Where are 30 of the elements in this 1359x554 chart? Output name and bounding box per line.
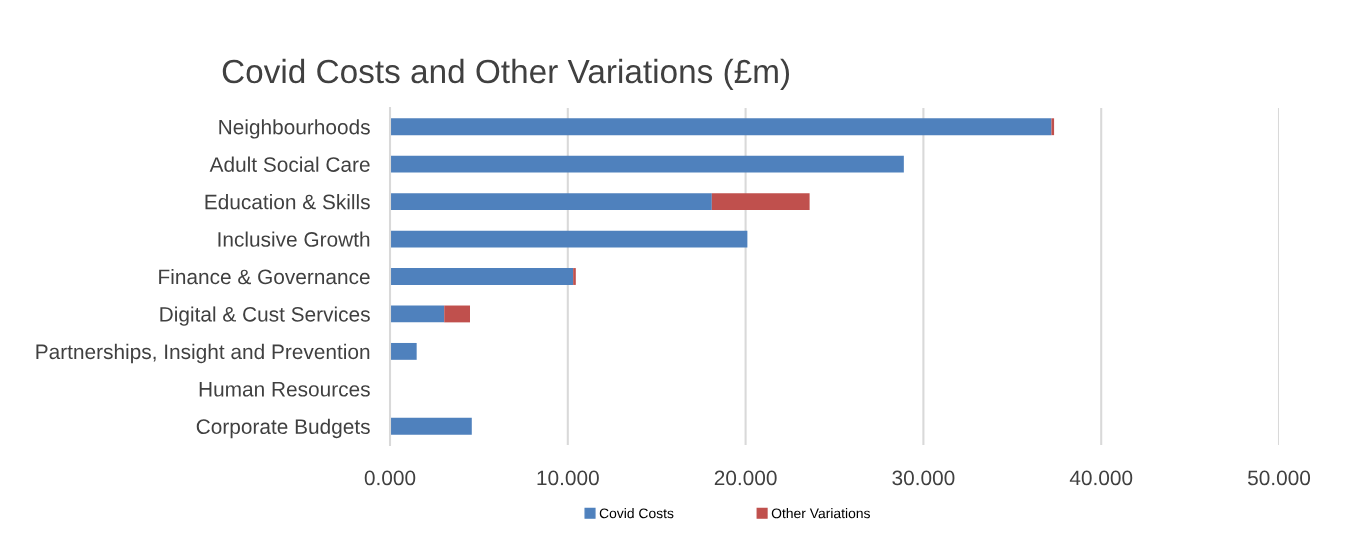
bar bbox=[390, 268, 574, 285]
bar bbox=[390, 193, 712, 211]
legend-label: Other Variations bbox=[771, 508, 870, 519]
y-tick-label: Education & Skills bbox=[205, 194, 370, 210]
x-tick-label: 20.000 bbox=[714, 470, 777, 486]
bar bbox=[573, 268, 576, 285]
x-tick-label: 40.000 bbox=[1069, 470, 1133, 486]
y-tick-label: Corporate Budgets bbox=[196, 418, 370, 439]
bar bbox=[444, 305, 471, 323]
bar bbox=[390, 118, 1052, 136]
bar bbox=[1051, 118, 1055, 136]
bar bbox=[390, 305, 445, 323]
legend-label: Covid Costs bbox=[599, 508, 674, 519]
chart-title: Covid Costs and Other Variations (£m) bbox=[222, 58, 790, 90]
y-tick-label: Adult Social Care bbox=[209, 156, 370, 172]
y-tick-label: Human Resources bbox=[199, 382, 370, 397]
bar bbox=[711, 193, 810, 211]
bar bbox=[390, 417, 472, 435]
y-tick-label: Digital & Cust Services bbox=[160, 306, 370, 326]
x-tick-label: 30.000 bbox=[892, 470, 955, 486]
y-tick-label: Inclusive Growth bbox=[218, 231, 370, 247]
y-tick-label: Neighbourhoods bbox=[219, 119, 370, 139]
y-tick-label: Partnerships, Insight and Prevention bbox=[36, 343, 370, 364]
x-tick-label: 10.000 bbox=[537, 470, 599, 486]
bar bbox=[390, 230, 748, 248]
x-tick-label: 50.000 bbox=[1247, 470, 1311, 486]
bar bbox=[390, 342, 417, 360]
bar bbox=[390, 155, 904, 173]
x-tick-label: 0.000 bbox=[364, 470, 416, 486]
y-tick-label: Finance & Governance bbox=[159, 268, 370, 285]
